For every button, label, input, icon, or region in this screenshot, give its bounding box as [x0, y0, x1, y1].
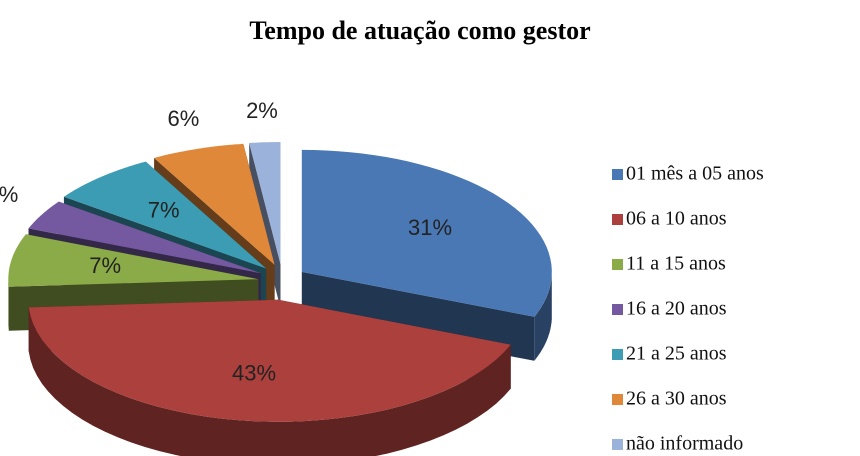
legend-swatch: [612, 349, 623, 360]
slice: [28, 299, 511, 422]
slice: [8, 234, 259, 287]
slice: [154, 143, 275, 265]
legend-swatch: [612, 214, 623, 225]
legend-label: 06 a 10 anos: [626, 208, 727, 230]
data-label: 31%: [408, 215, 452, 240]
data-label: 4%: [0, 182, 18, 207]
legend-swatch: [612, 304, 623, 315]
data-label: 7%: [148, 198, 180, 223]
data-label: 43%: [232, 360, 276, 385]
data-label: 6%: [168, 106, 200, 131]
legend-label: 16 a 20 anos: [626, 298, 727, 320]
slice: [63, 161, 267, 269]
slice-side: [28, 307, 511, 456]
slice: [249, 142, 281, 264]
slice: [301, 149, 552, 317]
legend-swatch: [612, 259, 623, 270]
legend-label: 11 a 15 anos: [626, 253, 726, 275]
legend-label: 01 mês a 05 anos: [626, 163, 764, 185]
legend-label: 26 a 30 anos: [626, 388, 727, 410]
slice: [28, 201, 261, 274]
data-label: 7%: [89, 253, 121, 278]
legend-swatch: [612, 439, 623, 450]
legend-swatch: [612, 394, 623, 405]
slice-side: [534, 271, 552, 361]
data-label: 2%: [246, 98, 278, 123]
legend-label: não informado: [626, 433, 743, 455]
chart-title: Tempo de atuação como gestor: [249, 16, 590, 45]
slice-side: [8, 279, 9, 331]
legend-label: 21 a 25 anos: [626, 343, 727, 365]
legend-swatch: [612, 169, 623, 180]
